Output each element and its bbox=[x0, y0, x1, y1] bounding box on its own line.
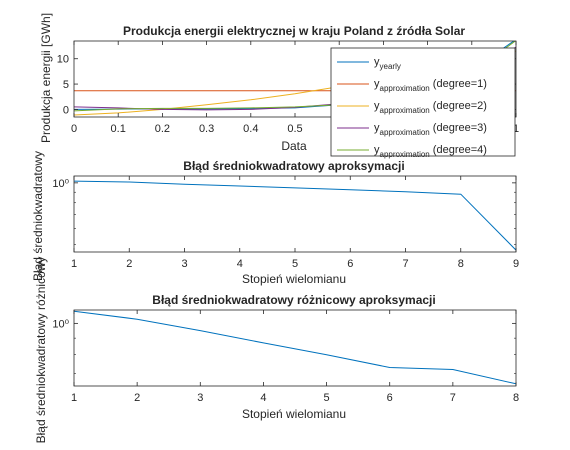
plot2-xtick-label: 4 bbox=[237, 258, 243, 270]
plot1-xtick-label: 0.4 bbox=[243, 123, 258, 135]
plot1-title: Produkcja energii elektrycznej w kraju P… bbox=[123, 24, 465, 38]
plot3-xtick-label: 2 bbox=[134, 392, 140, 404]
plot3-title: Błąd średniokwadratowy różnicowy aproksy… bbox=[152, 293, 435, 307]
plot2-ytick-label: 10⁰ bbox=[52, 178, 69, 190]
plot2-xtick-label: 8 bbox=[458, 258, 464, 270]
plot2-xtick-label: 3 bbox=[181, 258, 187, 270]
legend-box bbox=[331, 48, 515, 156]
plot3-xtick-label: 8 bbox=[513, 392, 519, 404]
plot1-ytick-label: 0 bbox=[63, 104, 69, 116]
plot3-xtick-label: 3 bbox=[197, 392, 203, 404]
plot1-ytick-label: 5 bbox=[63, 79, 69, 91]
plot3-ylabel: Błąd średniokwadratowy różnicowy bbox=[34, 257, 48, 444]
plot1-ytick-label: 10 bbox=[57, 54, 69, 66]
plot1-xtick-label: 0.2 bbox=[155, 123, 170, 135]
plot1-xlabel: Data bbox=[281, 139, 307, 153]
plot3-axes-area bbox=[74, 310, 516, 386]
plot2-title: Błąd średniokwadratowy aproksymacji bbox=[183, 159, 404, 173]
plot1-xtick-label: 0.3 bbox=[199, 123, 214, 135]
plot2-xtick-label: 1 bbox=[71, 258, 77, 270]
plot3-xtick-label: 7 bbox=[450, 392, 456, 404]
plot1-xtick-label: 0.5 bbox=[287, 123, 302, 135]
plot3-xtick-label: 5 bbox=[324, 392, 330, 404]
plot2-xtick-label: 9 bbox=[513, 258, 519, 270]
plot1-ylabel: Produkcja energii [GWh] bbox=[39, 13, 53, 143]
plot2-xtick-label: 6 bbox=[347, 258, 353, 270]
plot1-xtick-label: 0.1 bbox=[111, 123, 126, 135]
plot2-xtick-label: 2 bbox=[126, 258, 132, 270]
plot3-xlabel: Stopień wielomianu bbox=[242, 407, 346, 421]
plot3-xtick-label: 1 bbox=[71, 392, 77, 404]
plot3-xtick-label: 4 bbox=[260, 392, 266, 404]
plot2-xtick-label: 5 bbox=[292, 258, 298, 270]
plot2-xtick-label: 7 bbox=[402, 258, 408, 270]
plot3-xtick-label: 6 bbox=[387, 392, 393, 404]
plot1-xtick-label: 0 bbox=[71, 123, 77, 135]
plot3-ytick-label: 10⁰ bbox=[52, 318, 69, 330]
plot2-xlabel: Stopień wielomianu bbox=[242, 272, 346, 286]
